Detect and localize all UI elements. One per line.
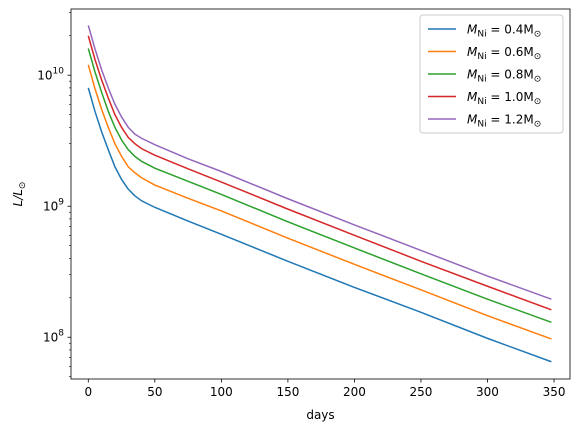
x-axis-label: days	[306, 408, 334, 422]
series-line-1	[87, 64, 552, 340]
x-tick-label: 300	[476, 385, 499, 399]
series-line-2	[87, 48, 552, 324]
x-tick-label: 200	[343, 385, 366, 399]
legend-label-3: MNi = 1.0M⊙	[467, 90, 541, 107]
series-line-0	[87, 87, 552, 363]
y-axis-label: L/L⊙	[11, 182, 28, 207]
y-tick-label: 108	[43, 329, 64, 345]
legend-box	[419, 14, 564, 134]
x-axis-ticks: 0 50 100 150 200 250 300 350	[84, 379, 565, 399]
y-tick-label: 109	[43, 198, 64, 214]
legend-label-4: MNi = 1.2M⊙	[467, 113, 541, 130]
x-tick-label: 250	[410, 385, 433, 399]
legend: MNi = 0.4M⊙ MNi = 0.6M⊙ MNi = 0.8M⊙ MNi = 1…	[419, 14, 564, 134]
x-tick-label: 150	[276, 385, 299, 399]
series-lines	[87, 25, 552, 363]
x-tick-label: 350	[543, 385, 566, 399]
series-line-4	[87, 25, 552, 300]
legend-label-1: MNi = 0.6M⊙	[467, 45, 541, 62]
legend-label-2: MNi = 0.8M⊙	[467, 68, 541, 85]
x-tick-label: 100	[210, 385, 233, 399]
y-tick-label: 1010	[37, 67, 64, 83]
axes-frame	[70, 8, 571, 380]
series-line-3	[87, 35, 552, 311]
x-tick-label: 0	[84, 385, 92, 399]
y-axis-ticks: 108 109 1010	[37, 12, 71, 377]
x-tick-label: 50	[147, 385, 162, 399]
legend-label-0: MNi = 0.4M⊙	[467, 23, 541, 40]
